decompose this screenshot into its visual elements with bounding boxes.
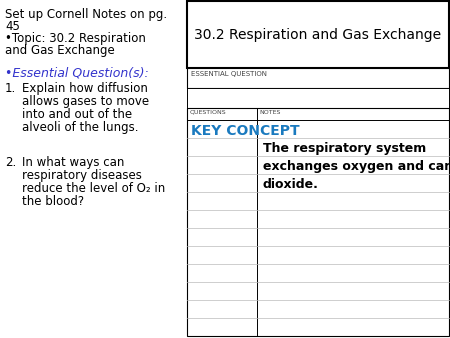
Text: QUESTIONS: QUESTIONS — [190, 110, 226, 115]
Text: alveoli of the lungs.: alveoli of the lungs. — [22, 121, 139, 134]
Text: In what ways can: In what ways can — [22, 156, 124, 169]
Text: and Gas Exchange: and Gas Exchange — [5, 44, 115, 57]
Bar — [187, 108, 449, 336]
Bar — [187, 68, 449, 88]
Text: The respiratory system: The respiratory system — [263, 142, 426, 155]
Text: 2.: 2. — [5, 156, 16, 169]
Text: into and out of the: into and out of the — [22, 108, 132, 121]
Text: dioxide.: dioxide. — [263, 178, 319, 191]
Text: Set up Cornell Notes on pg.: Set up Cornell Notes on pg. — [5, 8, 167, 21]
Text: allows gases to move: allows gases to move — [22, 95, 149, 108]
Text: Explain how diffusion: Explain how diffusion — [22, 82, 148, 95]
Bar — [187, 88, 449, 108]
Text: NOTES: NOTES — [260, 110, 281, 115]
Text: •Essential Question(s):: •Essential Question(s): — [5, 66, 149, 79]
Text: •Topic: 30.2 Respiration: •Topic: 30.2 Respiration — [5, 32, 146, 45]
Bar — [187, 1, 449, 68]
Text: exchanges oxygen and carbon: exchanges oxygen and carbon — [263, 160, 450, 173]
Text: respiratory diseases: respiratory diseases — [22, 169, 142, 182]
Text: 30.2 Respiration and Gas Exchange: 30.2 Respiration and Gas Exchange — [194, 27, 441, 42]
Text: 45: 45 — [5, 20, 20, 33]
Text: reduce the level of O₂ in: reduce the level of O₂ in — [22, 182, 165, 195]
Text: the blood?: the blood? — [22, 195, 84, 208]
Text: KEY CONCEPT: KEY CONCEPT — [191, 124, 299, 138]
Text: 1.: 1. — [5, 82, 16, 95]
Text: ESSENTIAL QUESTION: ESSENTIAL QUESTION — [191, 71, 267, 77]
